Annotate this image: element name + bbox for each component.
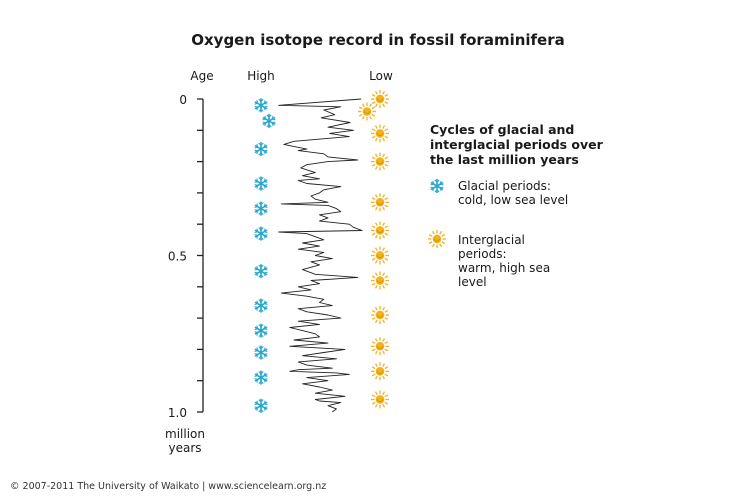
x-scale-label-low: Low	[369, 69, 393, 83]
legend-glacial-line-1: Glacial periods:	[458, 179, 551, 193]
legend-title-line-1: Cycles of glacial and	[430, 122, 574, 137]
glacial-snowflake-icon-4	[254, 201, 268, 216]
legend-interglacial-line-4: level	[458, 275, 487, 289]
y-tick-label-2: 1.0	[168, 406, 187, 420]
glacial-snowflake-icon-7	[254, 298, 268, 313]
glacial-snowflake-icon-6	[254, 264, 268, 279]
y-tick-label-0: 0	[179, 93, 187, 107]
legend-title-line-3: the last million years	[430, 152, 579, 167]
y-axis-unit-line-2: years	[168, 441, 201, 455]
y-tick-label-1: 0.5	[168, 250, 187, 264]
legend-snowflake-glyph	[430, 179, 444, 193]
isotope-series-line-0	[278, 98, 363, 413]
legend: Cycles of glacial and interglacial perio…	[428, 122, 604, 289]
interglacial-sun-icon-1	[358, 102, 376, 121]
y-tick-labels: 0 0.5 1.0	[168, 93, 187, 420]
glacial-snowflake-icon-11	[254, 398, 268, 413]
y-axis	[197, 98, 204, 413]
interglacial-sun-icon-9	[371, 337, 389, 356]
interglacial-sun-icon-4	[371, 193, 389, 212]
legend-sun-glyph	[428, 230, 446, 248]
glacial-snowflake-icon-8	[254, 323, 268, 338]
x-scale-label-high: High	[247, 69, 275, 83]
glacial-snowflake-icon-2	[254, 142, 268, 157]
glacial-snowflake-icon-0	[254, 98, 268, 113]
interglacial-sun-icon-0	[371, 90, 389, 108]
interglacial-sun-icon-2	[371, 124, 389, 143]
legend-interglacial-line-3: warm, high sea	[458, 261, 550, 275]
legend-interglacial-line-2: periods:	[458, 247, 507, 261]
glacial-snowflake-icon-9	[254, 345, 268, 360]
chart-title: Oxygen isotope record in fossil foramini…	[191, 31, 565, 49]
interglacial-sun-icon-6	[371, 246, 389, 265]
y-axis-label: Age	[190, 69, 213, 83]
interglacial-sun-icon-8	[371, 305, 389, 324]
interglacial-sun-icon-7	[371, 271, 389, 290]
glacial-snowflake-icon-10	[254, 370, 268, 385]
glacial-snowflake-icon-3	[254, 176, 268, 191]
interglacial-sun-icon-3	[371, 152, 389, 171]
legend-snowflake-icon	[430, 179, 444, 193]
copyright-footer: © 2007-2011 The University of Waikato | …	[10, 481, 326, 492]
series-layer	[278, 98, 363, 413]
legend-sun-icon	[428, 230, 446, 248]
interglacial-sun-icon-5	[371, 221, 389, 240]
interglacial-markers	[358, 90, 389, 409]
interglacial-sun-icon-11	[371, 390, 389, 409]
y-axis-unit-line-1: million	[165, 427, 205, 441]
legend-glacial-line-2: cold, low sea level	[458, 193, 568, 207]
legend-interglacial-line-1: Interglacial	[458, 233, 525, 247]
glacial-markers	[254, 98, 276, 413]
legend-title-line-2: interglacial periods over	[430, 137, 604, 152]
glacial-snowflake-icon-1	[262, 113, 276, 128]
interglacial-sun-icon-10	[371, 362, 389, 381]
glacial-snowflake-icon-5	[254, 226, 268, 241]
